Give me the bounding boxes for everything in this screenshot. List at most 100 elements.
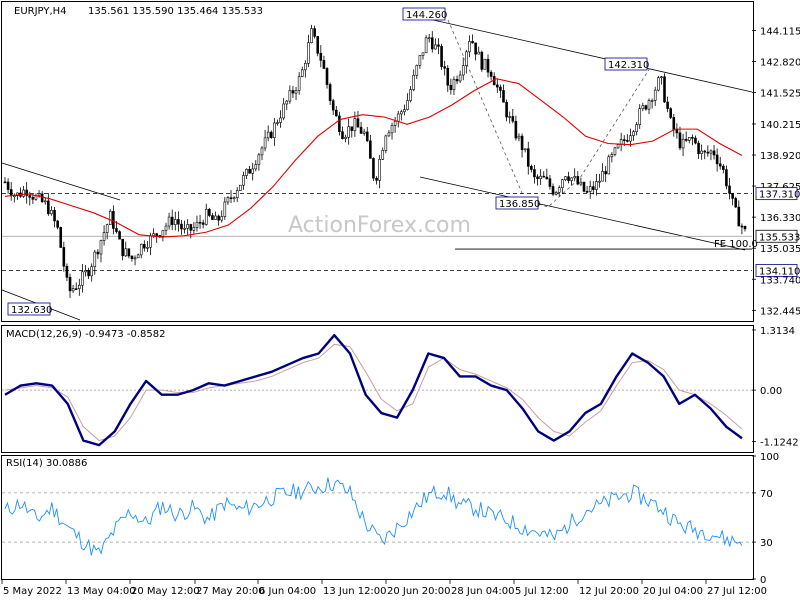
candle (369, 134, 372, 159)
candle (350, 126, 354, 138)
candle (706, 145, 710, 157)
candle (139, 243, 143, 259)
candle (155, 232, 159, 243)
candle (239, 184, 242, 192)
price-tick-label: 141.525 (760, 89, 800, 100)
candle (313, 25, 316, 39)
candle (282, 98, 285, 121)
candle (43, 197, 47, 205)
candle (161, 230, 165, 242)
candle (183, 220, 186, 234)
candle (304, 60, 307, 78)
candle (78, 278, 81, 296)
candle (273, 118, 276, 146)
candle (514, 115, 518, 141)
candle (567, 171, 570, 184)
fibonacci-label: FE 100.0 (714, 239, 758, 250)
candle (718, 156, 722, 170)
candle (539, 169, 542, 185)
candle (709, 149, 713, 161)
candle (316, 35, 320, 57)
svg-text:144.260: 144.260 (406, 10, 447, 21)
candle (341, 126, 344, 140)
candle (573, 168, 577, 182)
candle (47, 193, 50, 216)
price-tick-label: 135.035 (760, 244, 800, 255)
candle (393, 116, 397, 133)
candle (195, 215, 199, 232)
candle (728, 178, 731, 200)
candle (604, 166, 607, 183)
candle (362, 128, 366, 136)
candle (146, 240, 149, 252)
candle (170, 209, 174, 231)
candle (712, 144, 716, 160)
annotation-label: 136.850 (495, 196, 540, 210)
candle (164, 222, 168, 236)
svg-text:132.630: 132.630 (11, 305, 52, 316)
candle (440, 43, 443, 70)
candle (740, 223, 744, 235)
candle (480, 50, 484, 72)
candle (483, 58, 487, 70)
candle (133, 255, 137, 266)
candle (499, 84, 502, 98)
candle (415, 64, 419, 80)
annotation-label: 142.310 (604, 57, 649, 71)
macd-header: MACD(12,26,9) -0.9473 -0.8582 (6, 329, 166, 340)
candle (697, 140, 700, 160)
candle (260, 146, 264, 161)
candle (3, 177, 7, 184)
candle (242, 171, 245, 190)
candle (731, 192, 734, 206)
rsi-tick-label: 70 (760, 489, 773, 500)
price-tick-label: 136.330 (760, 213, 800, 224)
candle (610, 152, 614, 163)
candle (508, 111, 511, 124)
candle (681, 133, 685, 157)
candle (338, 111, 341, 136)
candle (375, 176, 378, 185)
candle (715, 148, 719, 172)
candle (530, 164, 533, 173)
candle (53, 206, 56, 228)
candle (591, 181, 595, 195)
candle (461, 57, 465, 81)
moving-average-line (4, 78, 743, 238)
macd-tick-label: -1.1242 (760, 438, 799, 449)
candle (452, 76, 456, 96)
candle (675, 123, 679, 139)
x-tick-label: 20 Jul 04:00 (643, 586, 703, 597)
candle (455, 75, 459, 85)
candle (136, 253, 140, 259)
candle (127, 248, 131, 259)
price-tick-label: 140.215 (760, 120, 800, 131)
candle (180, 220, 183, 235)
candle (384, 134, 388, 154)
candle (294, 87, 298, 101)
x-tick-label: 27 May 20:00 (196, 586, 265, 597)
candle (198, 214, 202, 229)
macd-tick-label: 1.3134 (760, 326, 795, 337)
candle (635, 121, 638, 136)
candle (446, 65, 450, 92)
candle (666, 96, 669, 113)
candle (657, 75, 660, 92)
candle (65, 263, 69, 282)
candle (471, 34, 474, 44)
candle (588, 180, 592, 199)
candle (108, 209, 112, 226)
price-tick-label: 138.920 (760, 151, 800, 162)
candle (81, 264, 84, 293)
candle (381, 147, 385, 161)
candle (307, 34, 310, 68)
candle (105, 223, 109, 240)
candle (372, 157, 375, 181)
candle (74, 282, 78, 290)
candle (486, 54, 490, 78)
candle (223, 196, 227, 220)
candle (118, 230, 121, 240)
candle (347, 118, 350, 145)
candle (254, 160, 258, 172)
